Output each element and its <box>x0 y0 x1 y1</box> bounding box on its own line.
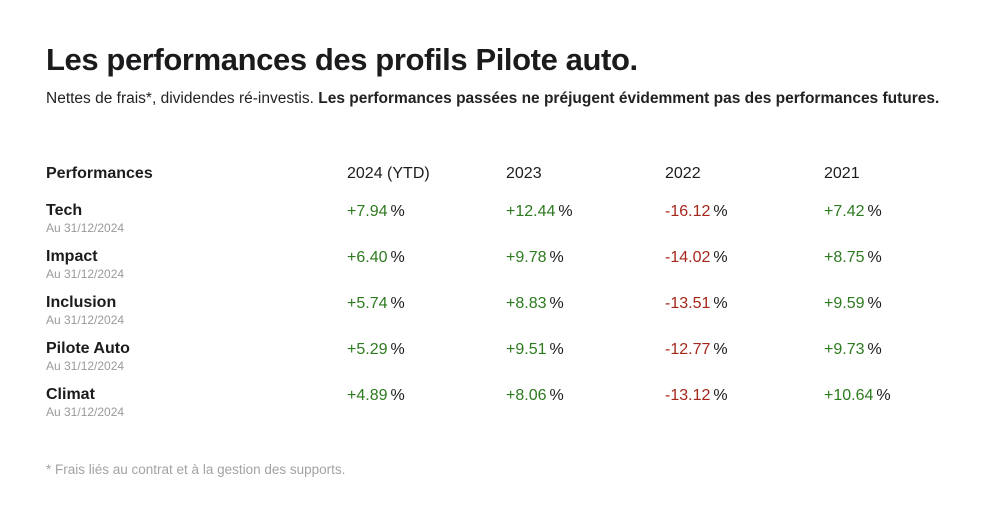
performance-cell: +9.59% <box>824 292 882 316</box>
performance-value: -13.12 <box>665 387 711 404</box>
profile-name: Impact <box>46 248 98 265</box>
percent-sign: % <box>713 203 728 220</box>
column-header-performances: Performances <box>46 165 153 182</box>
percent-sign: % <box>558 203 573 220</box>
column-header-2022: 2022 <box>665 165 701 182</box>
percent-sign: % <box>549 387 564 404</box>
percent-sign: % <box>390 387 405 404</box>
table-row: Tech Au 31/12/2024 +7.94% +12.44% -16.12% +7.… <box>46 200 966 246</box>
table-row: Climat Au 31/12/2024 +4.89% +8.06% -13.12% +1… <box>46 384 966 430</box>
profile-date: Au 31/12/2024 <box>46 221 125 235</box>
profile-date: Au 31/12/2024 <box>46 405 125 419</box>
performance-value: -12.77 <box>665 341 711 358</box>
percent-sign: % <box>390 295 405 312</box>
performance-cell: -14.02% <box>665 246 728 270</box>
percent-sign: % <box>713 295 728 312</box>
profile-name: Tech <box>46 202 83 219</box>
column-header-2024-ytd: 2024 (YTD) <box>347 165 430 182</box>
subtitle-bold: Les performances passées ne préjugent év… <box>318 90 940 107</box>
performance-value: +5.74 <box>347 295 388 312</box>
performance-cell: -16.12% <box>665 200 728 224</box>
percent-sign: % <box>867 203 882 220</box>
profile-name: Pilote Auto <box>46 340 130 357</box>
performance-value: -14.02 <box>665 249 711 266</box>
performance-value: +7.94 <box>347 203 388 220</box>
performance-value: +7.42 <box>824 203 865 220</box>
table-row: Impact Au 31/12/2024 +6.40% +9.78% -14.02% +8… <box>46 246 966 292</box>
percent-sign: % <box>876 387 891 404</box>
footnote: * Frais liés au contrat et à la gestion … <box>46 462 346 477</box>
performance-value: +8.06 <box>506 387 547 404</box>
performance-value: +5.29 <box>347 341 388 358</box>
profile-label: Tech Au 31/12/2024 <box>46 200 124 235</box>
performance-value: -13.51 <box>665 295 711 312</box>
performance-table: Performances 2024 (YTD) 2023 2022 2021 T… <box>46 162 966 430</box>
performance-cell: +5.29% <box>347 338 405 362</box>
performance-value: +6.40 <box>347 249 388 266</box>
table-row: Inclusion Au 31/12/2024 +5.74% +8.83% -13.51… <box>46 292 966 338</box>
percent-sign: % <box>390 341 405 358</box>
profile-name: Inclusion <box>46 294 117 311</box>
performance-value: +9.51 <box>506 341 547 358</box>
performance-cell: +9.73% <box>824 338 882 362</box>
performance-value: +4.89 <box>347 387 388 404</box>
performance-value: -16.12 <box>665 203 711 220</box>
performance-value: +9.73 <box>824 341 865 358</box>
profile-label: Climat Au 31/12/2024 <box>46 384 124 419</box>
table-body: Tech Au 31/12/2024 +7.94% +12.44% -16.12% +7.… <box>46 200 966 430</box>
performance-value: +10.64 <box>824 387 874 404</box>
performance-cell: +8.75% <box>824 246 882 270</box>
performance-cell: +5.74% <box>347 292 405 316</box>
percent-sign: % <box>549 295 564 312</box>
page-title: Les performances des profils Pilote auto… <box>46 42 638 77</box>
percent-sign: % <box>867 249 882 266</box>
profile-name: Climat <box>46 386 95 403</box>
percent-sign: % <box>390 203 405 220</box>
performance-cell: -13.51% <box>665 292 728 316</box>
performance-cell: +12.44% <box>506 200 573 224</box>
column-header-2023: 2023 <box>506 165 542 182</box>
column-header-2021: 2021 <box>824 165 860 182</box>
performance-value: +9.78 <box>506 249 547 266</box>
percent-sign: % <box>867 295 882 312</box>
profile-date: Au 31/12/2024 <box>46 313 125 327</box>
performance-cell: +6.40% <box>347 246 405 270</box>
performance-value: +9.59 <box>824 295 865 312</box>
percent-sign: % <box>390 249 405 266</box>
page-subtitle: Nettes de frais*, dividendes ré-investis… <box>46 88 946 110</box>
performance-value: +8.83 <box>506 295 547 312</box>
percent-sign: % <box>713 341 728 358</box>
performance-cell: +4.89% <box>347 384 405 408</box>
performance-cell: +8.83% <box>506 292 564 316</box>
performance-cell: -12.77% <box>665 338 728 362</box>
profile-date: Au 31/12/2024 <box>46 267 125 281</box>
profile-label: Impact Au 31/12/2024 <box>46 246 124 281</box>
performance-cell: -13.12% <box>665 384 728 408</box>
percent-sign: % <box>549 249 564 266</box>
performance-cell: +7.94% <box>347 200 405 224</box>
percent-sign: % <box>867 341 882 358</box>
performance-cell: +8.06% <box>506 384 564 408</box>
profile-label: Pilote Auto Au 31/12/2024 <box>46 338 130 373</box>
subtitle-plain: Nettes de frais*, dividendes ré-investis… <box>46 90 319 107</box>
profile-date: Au 31/12/2024 <box>46 359 125 373</box>
performance-value: +12.44 <box>506 203 556 220</box>
performance-value: +8.75 <box>824 249 865 266</box>
performance-cell: +9.78% <box>506 246 564 270</box>
table-row: Pilote Auto Au 31/12/2024 +5.29% +9.51% -12.… <box>46 338 966 384</box>
performance-cell: +10.64% <box>824 384 891 408</box>
performance-cell: +7.42% <box>824 200 882 224</box>
percent-sign: % <box>549 341 564 358</box>
percent-sign: % <box>713 249 728 266</box>
profile-label: Inclusion Au 31/12/2024 <box>46 292 124 327</box>
performance-cell: +9.51% <box>506 338 564 362</box>
percent-sign: % <box>713 387 728 404</box>
table-header-row: Performances 2024 (YTD) 2023 2022 2021 <box>46 162 966 200</box>
